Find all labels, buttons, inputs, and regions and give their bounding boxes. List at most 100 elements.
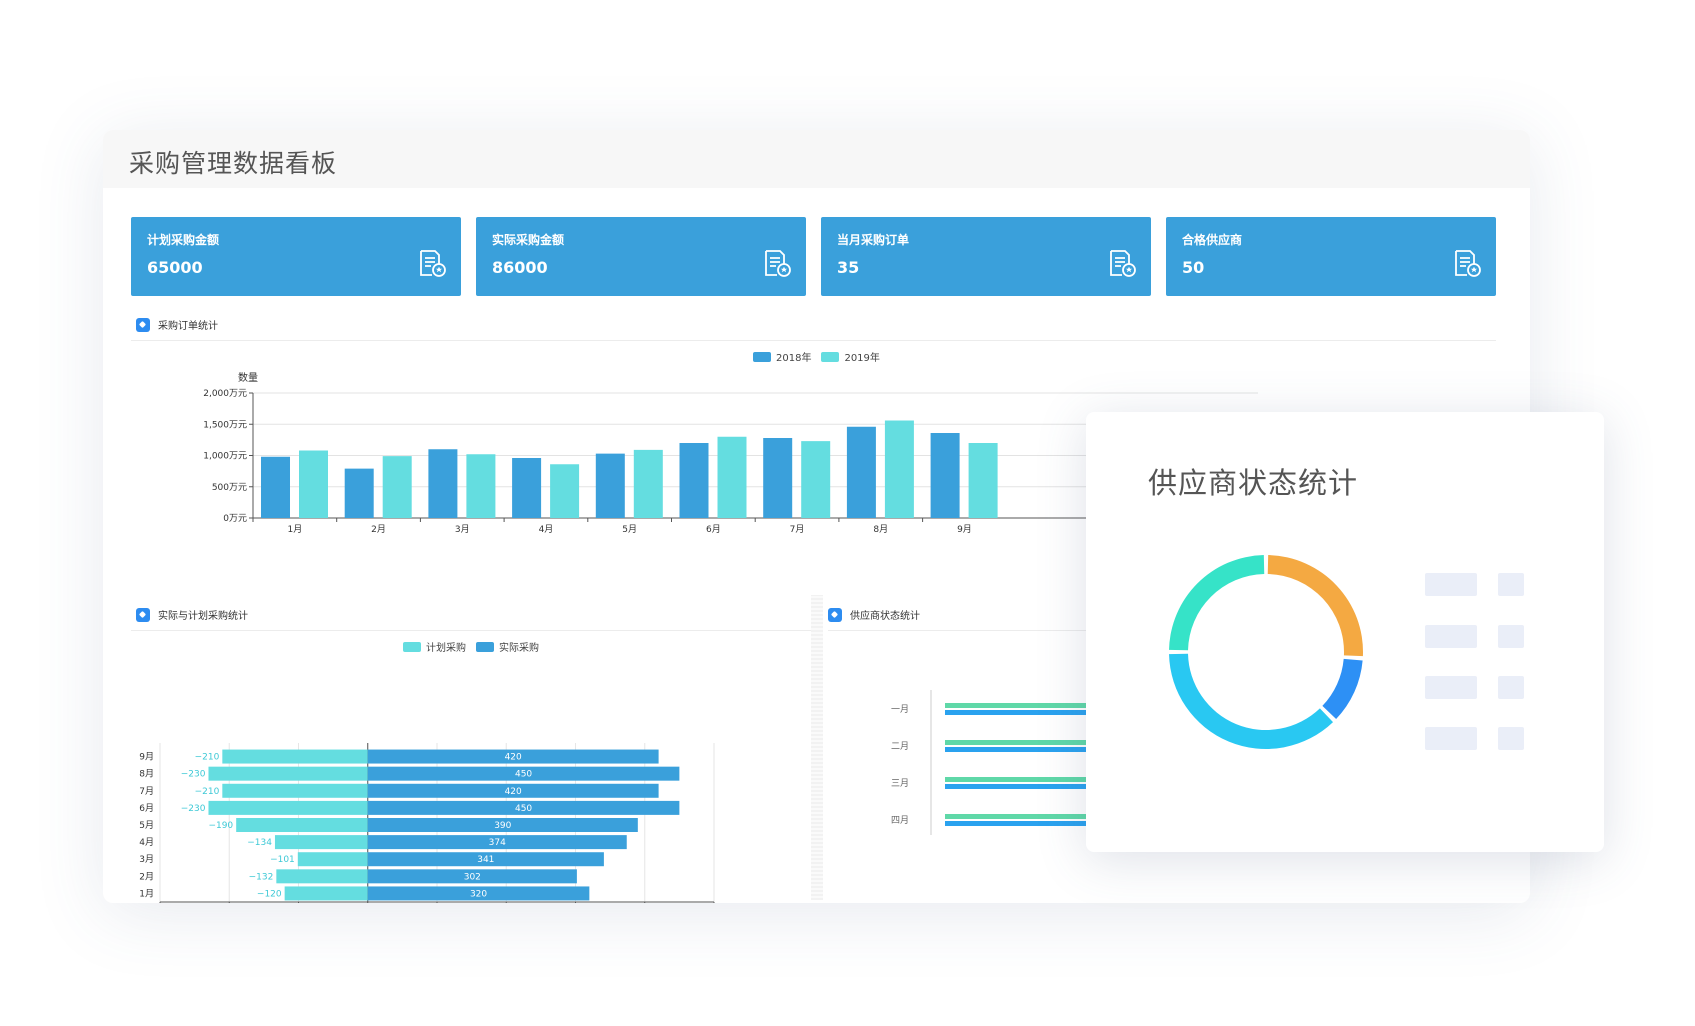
kpi-value: 86000 [492, 258, 548, 277]
bar-actual [367, 886, 590, 901]
document-badge-icon [1110, 250, 1136, 277]
y-tick-label: 三月 [891, 778, 909, 789]
bar-2018 [428, 449, 458, 518]
x-tick-label: 2月 [371, 524, 386, 535]
bar-2019 [717, 436, 747, 518]
placeholder-bar [1498, 573, 1524, 596]
document-badge-icon [420, 250, 446, 277]
data-label-actual: 302 [464, 872, 481, 882]
y-tick-label: 一月 [891, 704, 909, 715]
panel-separator [811, 595, 823, 900]
bar-2018 [846, 426, 876, 518]
popup-title: 供应商状态统计 [1148, 466, 1359, 500]
y-tick-label: 9月 [139, 752, 154, 763]
data-label-planned: −230 [181, 804, 206, 814]
bar-planned [274, 835, 368, 850]
placeholder-bar [1425, 676, 1477, 699]
bar-series-b [945, 747, 1166, 752]
bar-actual [367, 835, 627, 850]
kpi-label: 合格供应商 [1182, 233, 1243, 247]
x-tick-label: 7月 [790, 524, 805, 535]
bar-series-a [945, 740, 1166, 745]
order-chart-legend[interactable]: 2018年 2019年 [753, 349, 890, 364]
bar-actual [367, 783, 659, 798]
x-tick-label: 3月 [455, 524, 470, 535]
bar-series-b [945, 784, 1166, 789]
bar-2019 [550, 464, 580, 518]
supplier-donut-chart [1169, 555, 1363, 749]
donut-slice [1169, 653, 1334, 749]
y-tick-label: 1,000万元 [203, 452, 247, 462]
kpi-value: 65000 [147, 258, 203, 277]
legend-item-planned[interactable]: 计划采购 [403, 639, 466, 654]
section-supplier-title: 供应商状态统计 [828, 607, 920, 622]
y-tick-label: 四月 [891, 815, 909, 826]
legend-item-2019[interactable]: 2019年 [821, 349, 880, 364]
x-tick-label: 8月 [873, 524, 888, 535]
section-title-text: 供应商状态统计 [850, 611, 920, 622]
bar-2018 [763, 438, 793, 518]
kpi-card-suppliers[interactable]: 合格供应商 50 [1166, 217, 1496, 296]
section-title-text: 实际与计划采购统计 [158, 611, 248, 622]
y-tick-label: 6月 [139, 803, 154, 814]
bar-actual [367, 869, 577, 884]
y-tick-label: 8月 [139, 769, 154, 780]
data-label-planned: −190 [208, 821, 233, 831]
bar-2018 [344, 468, 374, 518]
data-label-actual: 341 [477, 855, 494, 865]
bar-2019 [299, 450, 328, 518]
bar-series-a [945, 777, 1166, 782]
kpi-label: 当月采购订单 [837, 233, 910, 247]
data-label-actual: 420 [505, 753, 522, 763]
y-tick-label: 2月 [139, 871, 154, 882]
data-label-actual: 450 [515, 804, 532, 814]
data-label-actual: 390 [494, 821, 511, 831]
placeholder-bar [1425, 625, 1477, 648]
y-tick-label: 4月 [139, 837, 154, 848]
kpi-card-monthly-orders[interactable]: 当月采购订单 35 [821, 217, 1151, 296]
bar-planned [284, 886, 368, 901]
legend-swatch [753, 351, 771, 362]
y-axis-label: 数量 [238, 371, 258, 384]
y-tick-label: 1月 [139, 888, 154, 899]
bar-planned [222, 783, 368, 798]
legend-item-actual[interactable]: 实际采购 [476, 639, 539, 654]
bar-actual [367, 852, 604, 867]
bar-2019 [382, 456, 412, 518]
supplier-status-popup: 供应商状态统计 [1086, 412, 1604, 852]
legend-label: 2018年 [776, 353, 812, 364]
kpi-card-planned[interactable]: 计划采购金额 65000 [131, 217, 461, 296]
tag-icon [136, 607, 150, 622]
bar-actual [367, 749, 659, 764]
bar-2018 [261, 456, 290, 518]
legend-label: 2019年 [844, 353, 880, 364]
document-badge-icon [1455, 250, 1481, 277]
data-label-planned: −132 [249, 872, 274, 882]
donut-slice [1267, 555, 1363, 657]
placeholder-bar [1498, 676, 1524, 699]
bar-planned [208, 800, 368, 815]
kpi-value: 50 [1182, 258, 1205, 277]
data-label-actual: 374 [489, 838, 506, 848]
data-label-planned: −230 [181, 770, 206, 780]
kpi-value: 35 [837, 258, 860, 277]
data-label-planned: −210 [195, 787, 220, 797]
x-tick-label: 1月 [287, 524, 302, 535]
bar-actual [367, 800, 680, 815]
bar-series-a [945, 703, 1166, 708]
kpi-label: 计划采购金额 [147, 233, 220, 247]
y-tick-label: 5月 [139, 820, 154, 831]
tag-icon [828, 607, 842, 622]
legend-item-2018[interactable]: 2018年 [753, 349, 811, 364]
x-tick-label: 5月 [622, 524, 637, 535]
section-compare-title: 实际与计划采购统计 [136, 607, 248, 622]
data-label-planned: −101 [270, 855, 295, 865]
data-label-actual: 320 [470, 889, 487, 899]
bar-actual [367, 818, 638, 832]
kpi-card-actual[interactable]: 实际采购金额 86000 [476, 217, 806, 296]
divider [131, 340, 1496, 341]
compare-chart-legend[interactable]: 计划采购 实际采购 [403, 639, 549, 654]
data-label-planned: −210 [195, 753, 220, 763]
placeholder-bar [1498, 727, 1524, 750]
bar-2019 [801, 441, 831, 518]
